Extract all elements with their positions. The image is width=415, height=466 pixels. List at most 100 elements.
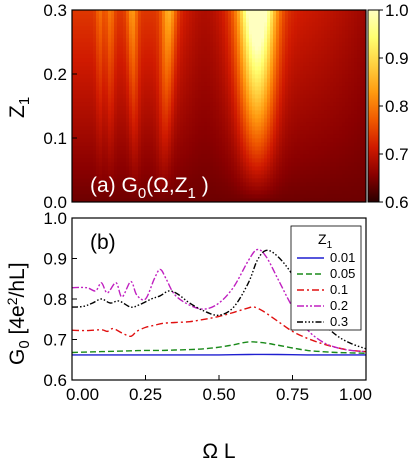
heatmap-cell: [159, 114, 163, 119]
heatmap-cell: [195, 70, 199, 75]
heatmap-cell: [288, 58, 292, 63]
heatmap-cell: [180, 58, 184, 63]
heatmap-cell: [123, 138, 127, 143]
heatmap-cell: [318, 38, 322, 43]
heatmap-cell: [306, 154, 310, 159]
heatmap-cell: [174, 106, 178, 111]
heatmap-cell: [111, 62, 115, 67]
heatmap-cell: [345, 30, 349, 35]
heatmap-cell: [183, 134, 187, 139]
heatmap-cell: [144, 126, 148, 131]
heatmap-cell: [216, 78, 220, 83]
heatmap-cell: [246, 170, 250, 175]
heatmap-cell: [234, 198, 238, 202]
heatmap-cell: [168, 30, 172, 35]
heatmap-cell: [93, 54, 97, 59]
heatmap-cell: [315, 106, 319, 111]
heatmap-cell: [147, 66, 151, 71]
heatmap-cell: [111, 198, 115, 202]
heatmap-cell: [228, 74, 232, 79]
heatmap-cell: [174, 178, 178, 183]
heatmap-cell: [291, 74, 295, 79]
heatmap-cell: [228, 106, 232, 111]
heatmap-cell: [336, 146, 340, 151]
heatmap-cell: [165, 118, 169, 123]
heatmap-cell: [96, 102, 100, 107]
heatmap-cell: [297, 82, 301, 87]
heatmap-cell: [204, 42, 208, 47]
heatmap-cell: [282, 86, 286, 91]
heatmap-cell: [285, 138, 289, 143]
heatmap-cell: [219, 62, 223, 67]
heatmap-cell: [357, 102, 361, 107]
heatmap-cell: [273, 114, 277, 119]
heatmap-cell: [87, 186, 91, 191]
heatmap-cell: [246, 62, 250, 67]
heatmap-cell: [306, 102, 310, 107]
heatmap-cell: [333, 70, 337, 75]
heatmap-cell: [288, 38, 292, 43]
heatmap-cell: [168, 26, 172, 31]
heatmap-cell: [186, 122, 190, 127]
heatmap-cell: [189, 98, 193, 103]
heatmap-cell: [279, 74, 283, 79]
heatmap-cell: [210, 18, 214, 23]
heatmap-cell: [147, 138, 151, 143]
heatmap-cell: [105, 50, 109, 55]
heatmap-cell: [72, 22, 76, 27]
heatmap-cell: [240, 118, 244, 123]
heatmap-cell: [102, 18, 106, 23]
heatmap-cell: [138, 134, 142, 139]
heatmap-cell: [207, 182, 211, 187]
heatmap-cell: [99, 30, 103, 35]
heatmap-cell: [210, 106, 214, 111]
heatmap-cell: [93, 38, 97, 43]
heatmap-cell: [231, 82, 235, 87]
heatmap-cell: [117, 66, 121, 71]
heatmap-cell: [342, 174, 346, 179]
heatmap-cell: [297, 18, 301, 23]
heatmap-cell: [120, 166, 124, 171]
heatmap-cell: [318, 198, 322, 202]
heatmap-cell: [255, 146, 259, 151]
heatmap-cell: [192, 30, 196, 35]
heatmap-cell: [114, 142, 118, 147]
heatmap-cell: [99, 118, 103, 123]
heatmap-cell: [336, 118, 340, 123]
heatmap-cell: [105, 10, 109, 15]
heatmap-cell: [237, 166, 241, 171]
heatmap-cell: [147, 10, 151, 15]
heatmap-cell: [273, 182, 277, 187]
heatmap-cell: [348, 42, 352, 47]
heatmap-cell: [162, 186, 166, 191]
heatmap-cell: [228, 182, 232, 187]
heatmap-cell: [312, 50, 316, 55]
heatmap-cell: [198, 14, 202, 19]
heatmap-cell: [363, 34, 366, 39]
heatmap-cell: [192, 134, 196, 139]
heatmap-cell: [219, 30, 223, 35]
heatmap-cell: [87, 162, 91, 167]
heatmap-cell: [237, 126, 241, 131]
heatmap-cell: [333, 186, 337, 191]
heatmap-cell: [288, 154, 292, 159]
heatmap-cell: [345, 86, 349, 91]
heatmap-cell: [300, 94, 304, 99]
heatmap-cell: [327, 46, 331, 51]
heatmap-cell: [75, 106, 79, 111]
heatmap-cell: [171, 154, 175, 159]
heatmap-cell: [198, 198, 202, 202]
heatmap-cell: [225, 74, 229, 79]
heatmap-cell: [90, 66, 94, 71]
heatmap-cell: [327, 146, 331, 151]
heatmap-cell: [81, 186, 85, 191]
heatmap-cell: [183, 78, 187, 83]
heatmap-cell: [309, 182, 313, 187]
heatmap-cell: [186, 90, 190, 95]
heatmap-cell: [309, 90, 313, 95]
heatmap-cell: [324, 70, 328, 75]
heatmap-cell: [171, 174, 175, 179]
heatmap-cell: [165, 174, 169, 179]
heatmap-cell: [210, 66, 214, 71]
heatmap-cell: [297, 118, 301, 123]
